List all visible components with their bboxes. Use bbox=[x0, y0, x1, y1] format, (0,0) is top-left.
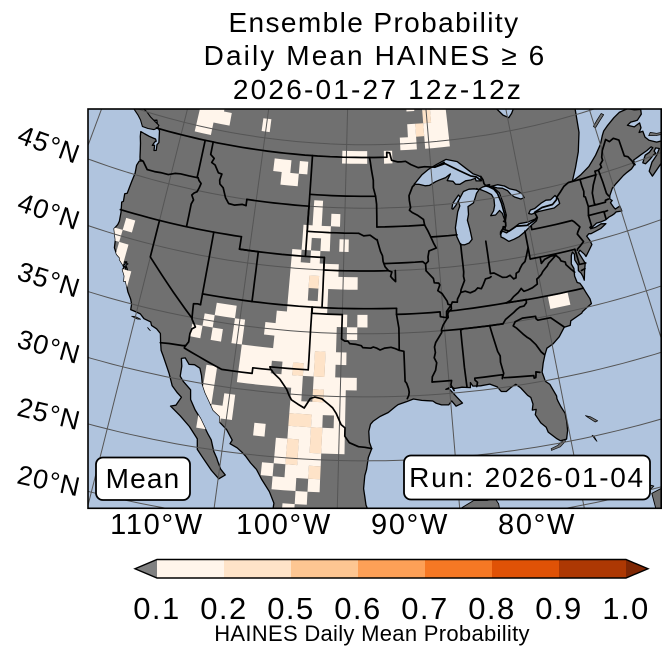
svg-text:80°W: 80°W bbox=[498, 509, 576, 541]
svg-text:0.6: 0.6 bbox=[334, 591, 382, 626]
svg-text:0.7: 0.7 bbox=[401, 591, 449, 626]
svg-text:0.2: 0.2 bbox=[200, 591, 248, 626]
svg-text:0.1: 0.1 bbox=[133, 591, 181, 626]
svg-text:0.8: 0.8 bbox=[468, 591, 516, 626]
svg-text:Ensemble Probability: Ensemble Probability bbox=[228, 7, 519, 38]
svg-text:1.0: 1.0 bbox=[602, 591, 650, 626]
svg-text:0.5: 0.5 bbox=[267, 591, 315, 626]
svg-text:90°W: 90°W bbox=[371, 509, 449, 541]
svg-text:2026-01-27 12z-12z: 2026-01-27 12z-12z bbox=[233, 74, 523, 105]
svg-text:110°W: 110°W bbox=[110, 509, 204, 541]
svg-text:0.9: 0.9 bbox=[535, 591, 583, 626]
svg-text:Run: 2026-01-04: Run: 2026-01-04 bbox=[409, 462, 645, 493]
svg-text:Daily Mean HAINES ≥ 6: Daily Mean HAINES ≥ 6 bbox=[204, 40, 547, 71]
svg-text:Mean: Mean bbox=[106, 463, 181, 494]
svg-text:100°W: 100°W bbox=[236, 509, 332, 541]
svg-text:HAINES Daily Mean Probability: HAINES Daily Mean Probability bbox=[214, 621, 530, 646]
